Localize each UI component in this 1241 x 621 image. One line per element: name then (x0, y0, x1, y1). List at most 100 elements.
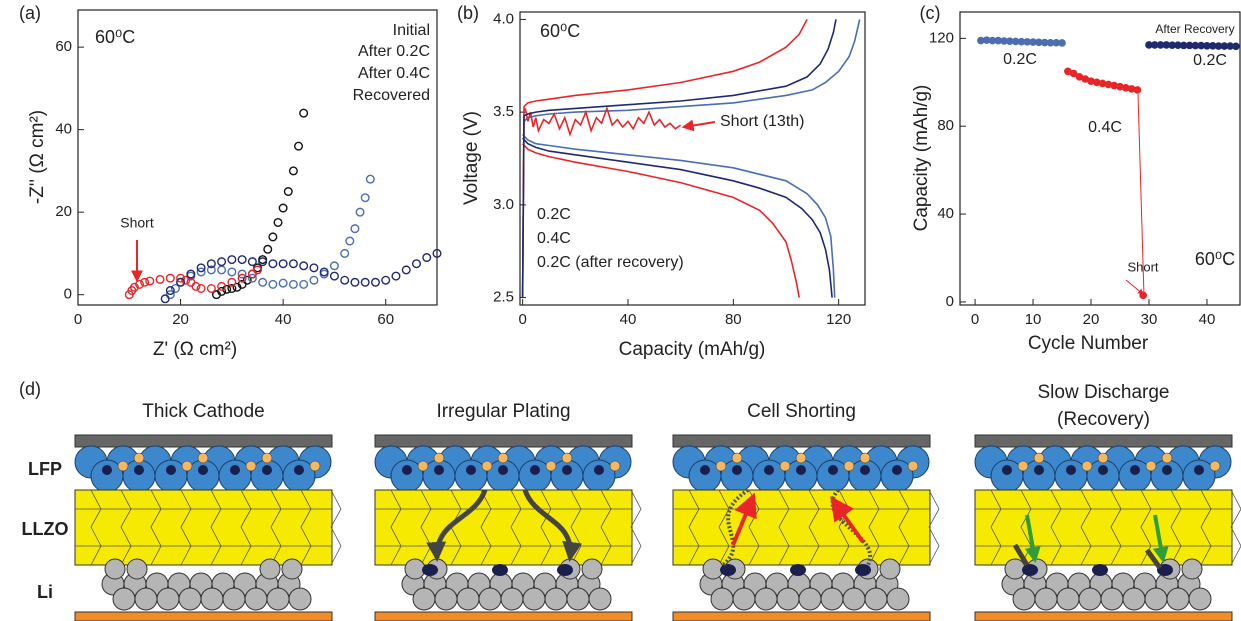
carbon-dot (102, 465, 112, 475)
data-point (186, 269, 196, 279)
data-point (340, 248, 350, 258)
li-dendrite-tip (855, 564, 871, 576)
data-point (227, 255, 237, 265)
legend-entry: Recovered (353, 87, 430, 104)
data-point (206, 283, 216, 293)
li-particle (1012, 587, 1036, 611)
y-tick-label: 60 (55, 38, 72, 55)
data-point (206, 265, 216, 275)
li-collector (672, 611, 931, 621)
data-point (268, 232, 278, 242)
y-axis-label: Capacity (mAh/g) (911, 85, 932, 232)
data-point (1058, 39, 1066, 47)
data-point (299, 279, 309, 289)
li-dendrite-tip (422, 564, 438, 576)
data-point (370, 277, 380, 287)
li-dot (1081, 460, 1093, 472)
y-axis-label: Voltage (V) (461, 111, 482, 205)
panel-label: (b) (457, 3, 479, 23)
current-collector (672, 434, 931, 448)
li-dot (245, 460, 257, 472)
dendrite (830, 488, 873, 566)
data-point (217, 257, 227, 267)
data-point (176, 273, 186, 283)
data-point (237, 255, 247, 265)
carbon-dot (860, 465, 870, 475)
data-point (196, 283, 206, 293)
li-particle (1004, 558, 1026, 580)
data-point (288, 259, 298, 269)
data-point (227, 267, 237, 277)
llzo-slab (672, 489, 931, 566)
carbon-dot (530, 465, 540, 475)
li-particle (566, 587, 590, 611)
data-point (160, 294, 170, 304)
plot-frame (959, 11, 1241, 306)
data-point (196, 263, 206, 273)
y-tick-label: 3.5 (493, 103, 514, 120)
li-collector (374, 611, 633, 621)
li-dot (731, 452, 743, 464)
annotation: After Recovery (1155, 22, 1234, 36)
data-point (247, 273, 257, 283)
carbon-dot (1130, 465, 1140, 475)
data-point (391, 271, 401, 281)
data-point (360, 277, 370, 287)
data-point (309, 263, 319, 273)
li-particle (544, 587, 568, 611)
li-particle (456, 587, 480, 611)
data-point (165, 286, 175, 296)
data-point (1139, 291, 1147, 300)
legend-entry: After 0.4C (358, 65, 430, 82)
li-particle (1100, 587, 1124, 611)
data-point (268, 259, 278, 269)
li-dot (1209, 460, 1221, 472)
y-tick-label: 3.0 (493, 196, 514, 213)
data-point (181, 275, 191, 285)
annotation: Short (13th) (720, 113, 804, 130)
data-point (170, 283, 180, 293)
short-current (731, 492, 757, 546)
short-arrow (681, 119, 716, 132)
li-dot (481, 460, 493, 472)
data-point (432, 248, 442, 258)
li-dendrite-tip (720, 564, 736, 576)
panel-label: (a) (19, 3, 41, 23)
data-line (521, 19, 808, 298)
x-tick-label: 40 (620, 311, 637, 328)
short-current (830, 496, 865, 544)
data-point (278, 259, 288, 269)
legend-entry: 0.2C (1193, 52, 1227, 69)
li-particle (1166, 587, 1190, 611)
li-dot (907, 460, 919, 472)
li-particle (710, 587, 734, 611)
x-tick-label: 0 (518, 311, 526, 328)
li-particle (886, 587, 910, 611)
x-tick-label: 40 (1199, 311, 1216, 328)
x-tick-label: 30 (1141, 311, 1158, 328)
li-particle (434, 587, 458, 611)
carbon-dot (434, 465, 444, 475)
llzo-grains (975, 489, 1241, 566)
data-point (196, 267, 206, 277)
column-title: Irregular Plating (436, 401, 570, 422)
legend-entry: After 0.2C (358, 43, 430, 60)
li-dot (133, 452, 145, 464)
li-particle (266, 587, 290, 611)
current-collector (74, 434, 333, 448)
data-point (165, 273, 175, 283)
carbon-dot (594, 465, 604, 475)
data-point (299, 108, 309, 118)
current-collector (374, 434, 633, 448)
carbon-dot (166, 465, 176, 475)
li-particle (754, 587, 778, 611)
x-tick-label: 10 (1025, 311, 1042, 328)
li-dot (497, 452, 509, 464)
data-point (217, 265, 227, 275)
data-point (278, 203, 288, 213)
data-point (329, 261, 339, 271)
x-axis-label: Z' (Ω cm²) (153, 339, 237, 360)
annotation: 60⁰C (1195, 249, 1235, 269)
data-point (360, 193, 370, 203)
x-axis-label: Capacity (mAh/g) (619, 339, 766, 360)
